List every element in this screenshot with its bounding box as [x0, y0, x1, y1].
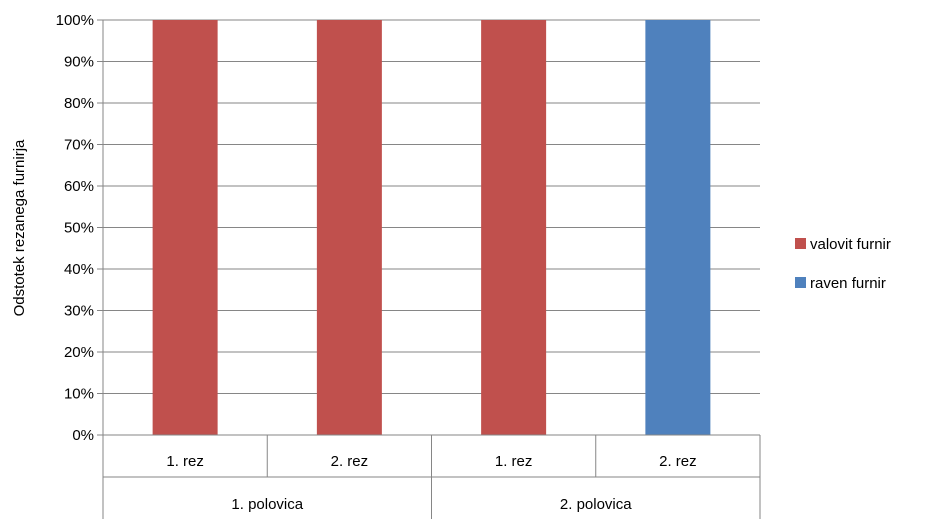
- y-tick-label: 30%: [64, 303, 94, 320]
- legend-swatch: [795, 238, 806, 249]
- bar: [152, 20, 218, 435]
- group-label: 1. polovica: [231, 496, 303, 513]
- axes: [97, 19, 761, 519]
- y-tick-label: 20%: [64, 344, 94, 361]
- y-tick-label: 80%: [64, 95, 94, 112]
- category-label: 1. rez: [495, 453, 533, 470]
- y-tick-label: 50%: [64, 220, 94, 237]
- bars: [152, 20, 711, 435]
- category-label: 2. rez: [331, 453, 369, 470]
- category-label: 1. rez: [166, 453, 204, 470]
- y-tick-label: 70%: [64, 137, 94, 154]
- legend-label: raven furnir: [810, 275, 886, 292]
- y-tick-label: 90%: [64, 54, 94, 71]
- legend: valovit furnir raven furnir: [795, 236, 891, 292]
- bar: [481, 20, 547, 435]
- category-label: 2. rez: [659, 453, 697, 470]
- y-tick-label: 60%: [64, 178, 94, 195]
- y-tick-labels: 0% 10% 20% 30% 40% 50% 60% 70% 80% 90% 100%: [56, 12, 94, 444]
- y-tick-label: 40%: [64, 261, 94, 278]
- y-tick-label: 0%: [72, 427, 94, 444]
- y-tick-label: 10%: [64, 386, 94, 403]
- legend-swatch: [795, 277, 806, 288]
- group-labels: 1. polovica 2. polovica: [231, 496, 632, 513]
- legend-label: valovit furnir: [810, 236, 891, 253]
- category-labels: 1. rez 2. rez 1. rez 2. rez: [166, 453, 696, 470]
- group-label: 2. polovica: [560, 496, 632, 513]
- y-tick-label: 100%: [56, 12, 94, 29]
- bar: [645, 20, 711, 435]
- y-axis-label: Odstotek rezanega furnirja: [11, 139, 28, 316]
- bar: [316, 20, 382, 435]
